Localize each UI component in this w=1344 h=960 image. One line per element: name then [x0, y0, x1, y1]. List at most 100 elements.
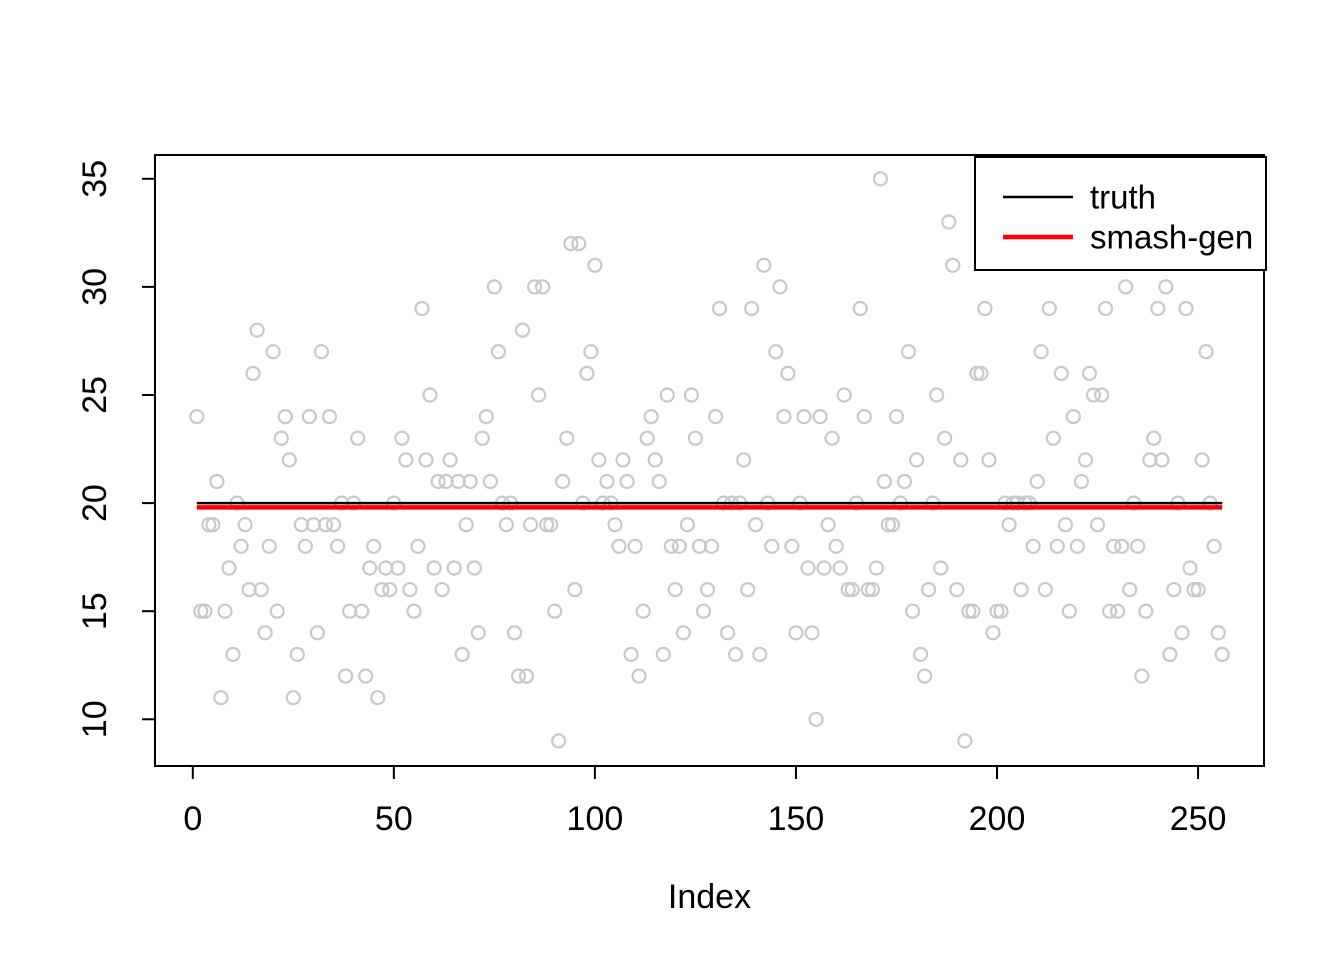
data-point [888, 409, 905, 425]
x-tick-label: 50 [375, 800, 413, 838]
data-point [1194, 452, 1210, 468]
data-point [639, 430, 655, 446]
data-point [1061, 603, 1078, 619]
data-point [434, 581, 450, 598]
data-point [768, 344, 784, 360]
data-point [530, 387, 547, 403]
data-point [269, 603, 285, 619]
data-point [1130, 538, 1146, 554]
data-point [1210, 625, 1226, 641]
data-point [908, 452, 925, 468]
data-point [338, 668, 354, 684]
data-point [699, 581, 716, 598]
data-point [973, 365, 989, 381]
y-tick-label: 15 [76, 592, 114, 630]
data-point [744, 300, 760, 317]
data-point [776, 409, 792, 425]
data-point [929, 387, 945, 403]
data-point [1150, 300, 1166, 317]
data-point [985, 625, 1001, 641]
x-tick-label: 200 [969, 800, 1026, 838]
data-point [981, 452, 997, 468]
data-point [233, 538, 249, 554]
data-point [916, 668, 933, 684]
data-point [538, 517, 555, 533]
data-point [727, 646, 744, 663]
data-point [257, 625, 273, 641]
data-point [900, 344, 917, 360]
data-point [599, 473, 615, 490]
data-point [297, 538, 313, 554]
x-axis: 0 50 100 150 200 250 [183, 766, 1226, 838]
data-point [362, 560, 378, 576]
data-point [454, 646, 470, 663]
data-point [518, 668, 535, 684]
data-point [1109, 603, 1126, 619]
data-point [1138, 603, 1154, 619]
data-point [671, 538, 687, 554]
data-point [237, 517, 253, 533]
data-point [828, 538, 844, 554]
data-point [788, 625, 804, 641]
data-point [808, 711, 824, 727]
x-tick-label: 0 [183, 800, 202, 838]
data-point [430, 473, 446, 490]
data-point [543, 517, 559, 533]
data-point [209, 473, 225, 490]
data-point [615, 452, 631, 468]
data-point [221, 560, 237, 576]
data-point [394, 430, 410, 446]
data-point [1065, 409, 1082, 425]
data-point [201, 517, 217, 533]
data-point [945, 257, 961, 273]
data-point [868, 560, 885, 576]
data-point [679, 517, 696, 533]
data-point [687, 430, 704, 446]
data-point [189, 409, 205, 425]
data-point [458, 517, 474, 533]
data-point [707, 409, 724, 425]
data-point [358, 668, 374, 684]
data-point [1162, 646, 1178, 663]
data-point [675, 625, 692, 641]
data-point [285, 690, 301, 706]
data-point [534, 279, 551, 295]
data-point [193, 603, 209, 619]
data-point [796, 409, 812, 425]
data-point [1154, 452, 1170, 468]
data-point [993, 603, 1009, 619]
data-point [884, 517, 901, 533]
data-point [325, 517, 342, 533]
data-point [627, 538, 643, 554]
data-point [321, 409, 338, 425]
data-point [659, 387, 675, 403]
data-point [579, 365, 595, 381]
data-point [667, 581, 683, 598]
data-point [740, 581, 756, 598]
data-point [422, 387, 438, 403]
data-point [289, 646, 305, 663]
data-point [390, 560, 406, 576]
data-point [1085, 387, 1102, 403]
data-point [462, 473, 478, 490]
data-point [1122, 581, 1138, 598]
data-point [920, 581, 937, 598]
data-point [872, 171, 889, 187]
data-point [711, 300, 728, 317]
data-point [317, 517, 334, 533]
data-point [1105, 538, 1122, 554]
data-point [205, 517, 221, 533]
data-point [812, 409, 828, 425]
data-point [350, 430, 366, 446]
data-point [969, 365, 985, 381]
data-point [856, 409, 872, 425]
data-point [567, 581, 583, 598]
data-point [1182, 560, 1198, 576]
data-point [1081, 365, 1098, 381]
data-point [933, 560, 949, 576]
data-point [663, 538, 679, 554]
data-point [1033, 344, 1049, 360]
data-point [961, 603, 977, 619]
